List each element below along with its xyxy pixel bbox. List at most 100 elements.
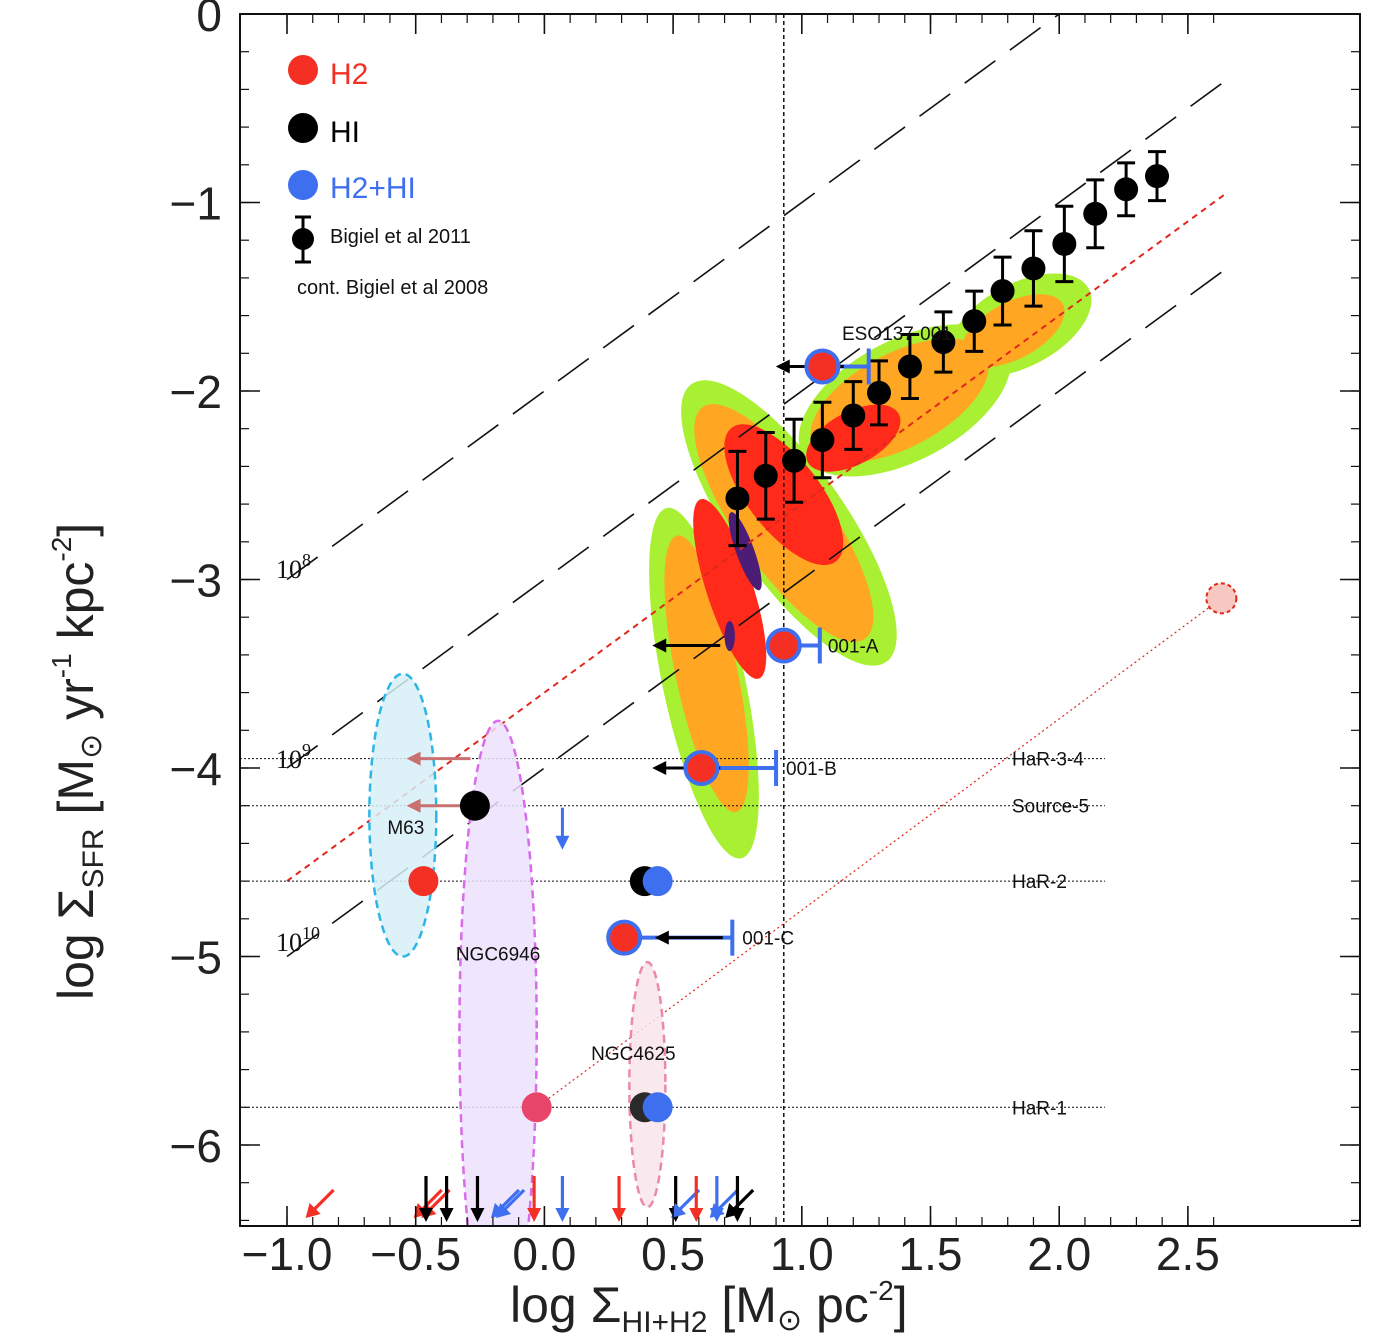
depletion-label-1e8: 108 [276, 550, 311, 584]
bigiel-point [725, 486, 750, 511]
y-tick-label: −5 [170, 932, 222, 984]
y-tick-label: −1 [170, 178, 222, 230]
bottom-limit-arrow-head [612, 1208, 627, 1222]
eso-h2-point [765, 627, 802, 664]
bigiel-point [1021, 256, 1046, 281]
reference-lines [240, 14, 1238, 1226]
eso-h2-point [804, 348, 841, 385]
y-tick-label: −4 [170, 743, 222, 795]
depletion-labels: 108 109 1010 [276, 550, 320, 957]
data-marks [305, 150, 1170, 1222]
legend-bigiel2008-label: cont. Bigiel et al 2008 [297, 277, 488, 299]
bigiel-point [810, 428, 835, 453]
label-ngc4625: NGC4625 [591, 1044, 676, 1065]
density-contours [649, 273, 1092, 859]
label-001-a: 001-A [828, 636, 879, 657]
bigiel-point [1052, 231, 1077, 256]
region-ngc6946 [458, 719, 538, 1226]
bottom-limit-arrow-head [725, 1203, 741, 1218]
annotations: ESO137-001 001-A 001-B 001-C HaR-3-4 Source-5… [387, 324, 1089, 1119]
bigiel-point [753, 463, 778, 488]
legend-bigiel2011-label: Bigiel et al 2011 [330, 226, 471, 248]
bigiel-point [962, 309, 987, 334]
axis-ticks: −1.0 −0.5 0.0 0.5 1.0 1.5 2.0 2.5 0 −1 −2 −3 −4 −5 −6 [170, 0, 1360, 1280]
label-001-c: 001-C [742, 929, 794, 950]
y-tick-label: −6 [170, 1120, 222, 1172]
legend: H2 HI H2+HI Bigiel et al 2011 cont. Bigi… [288, 55, 488, 299]
limit-arrow-left-head [406, 798, 421, 813]
eso-hi-limit-arrow-head [652, 761, 667, 775]
x-tick-label: 1.5 [899, 1228, 963, 1280]
x-tick-label: 2.0 [1027, 1228, 1091, 1280]
region-m63 [368, 672, 438, 958]
contour-purple [724, 620, 735, 652]
bigiel-point [1114, 177, 1139, 202]
legend-hi-marker [288, 113, 318, 143]
legend-hi-label: HI [330, 116, 360, 149]
x-tick-label: 0.5 [641, 1228, 705, 1280]
label-source-5: Source-5 [1012, 797, 1089, 818]
label-har-2: HaR-2 [1012, 872, 1067, 893]
bigiel-point [897, 354, 922, 379]
x-tick-label: 0.0 [512, 1228, 576, 1280]
legend-errbar-marker [292, 228, 314, 250]
eso-h2-point [683, 750, 720, 786]
label-eso137-001: ESO137-001 [842, 324, 952, 345]
label-ngc6946: NGC6946 [456, 944, 541, 965]
x-tick-label: 2.5 [1156, 1228, 1220, 1280]
bigiel-point [1083, 201, 1108, 226]
bigiel-point [990, 279, 1015, 304]
bottom-limit-arrow-head [305, 1203, 321, 1218]
label-har-1: HaR-1 [1012, 1098, 1067, 1119]
bottom-limit-arrow-shaft [732, 1188, 755, 1212]
legend-h2-label: H2 [330, 58, 368, 91]
y-tick-label: −2 [170, 366, 222, 418]
legend-h2hi-label: H2+HI [330, 172, 416, 205]
bottom-limit-arrow-head [555, 1208, 570, 1222]
eso-hi-limit-arrow-head [652, 638, 667, 653]
x-tick-label: −0.5 [370, 1228, 461, 1280]
legend-h2hi-marker [288, 170, 318, 200]
label-har-3-4: HaR-3-4 [1012, 750, 1084, 771]
bigiel-point [931, 329, 956, 354]
bottom-limit-arrow-head [470, 1208, 485, 1222]
bottom-limit-arrow-head [709, 1203, 725, 1218]
plot-frame [239, 13, 1361, 1227]
x-axis-title: log ΣHI+H2 [M⊙ pc-2] [510, 1275, 908, 1336]
contour-red [724, 424, 844, 566]
depletion-label-1e9: 109 [276, 740, 311, 774]
bottom-limit-arrow-head [439, 1208, 454, 1222]
projected-point [1205, 582, 1238, 615]
bottom-limit-arrow-shaft [502, 1188, 526, 1212]
red-dashed-line [286, 192, 1228, 882]
point-h2hi [642, 1092, 673, 1123]
depletion-line [286, 79, 1227, 769]
x-tick-label: −1.0 [242, 1228, 333, 1280]
contour-orange [664, 535, 749, 813]
point-h2hi [642, 866, 673, 897]
limit-arrow-left-head [406, 751, 421, 766]
y-tick-label: 0 [196, 0, 222, 41]
eso-h2-point [606, 919, 643, 956]
bottom-limit-arrow-shaft [716, 1188, 739, 1212]
point-hi [459, 790, 490, 821]
eso-hi-limit-arrow-head [775, 359, 790, 374]
bigiel-point [1145, 164, 1170, 189]
bigiel-point [841, 403, 866, 428]
contour-orange [961, 294, 1065, 368]
y-axis-title: log ΣSFR[M⊙ yr-1 kpc-2] [46, 523, 110, 1000]
bottom-limit-arrow-head [671, 1203, 687, 1218]
depletion-label-1e10: 1010 [276, 923, 320, 957]
point-h2 [521, 1092, 552, 1123]
label-m63: M63 [387, 818, 424, 839]
contour-red [693, 499, 767, 679]
limit-arrow-down-head [555, 835, 570, 850]
bottom-limit-arrow-head [496, 1203, 512, 1218]
bigiel-point [867, 380, 892, 405]
region-ngc4625 [628, 960, 667, 1209]
label-001-b: 001-B [786, 759, 837, 780]
eso-hi-limit-arrow-head [654, 930, 669, 945]
depletion-line [286, 14, 1061, 581]
y-tick-label: −3 [170, 555, 222, 607]
